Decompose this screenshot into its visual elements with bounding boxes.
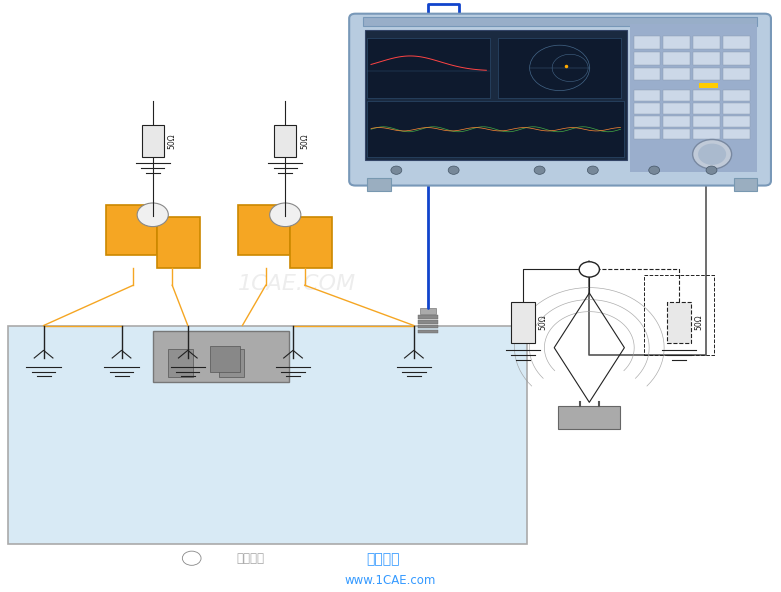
Bar (723, 67, 750, 81)
Circle shape (587, 166, 598, 174)
Bar (633, 52, 660, 65)
Bar (633, 129, 660, 140)
Bar (420, 308, 436, 314)
Bar (723, 116, 750, 127)
Text: www.1CAE.com: www.1CAE.com (345, 574, 436, 587)
Bar (290, 217, 333, 268)
Circle shape (580, 262, 600, 277)
Bar (663, 116, 690, 127)
Text: 仿真在线: 仿真在线 (366, 552, 399, 566)
Bar (693, 129, 720, 140)
Bar (210, 346, 240, 372)
Bar (558, 407, 620, 429)
Bar (367, 101, 624, 157)
Bar (629, 24, 757, 172)
Bar (157, 217, 200, 268)
Bar (693, 103, 720, 114)
Bar (367, 38, 490, 98)
Bar (663, 36, 690, 49)
Circle shape (649, 166, 660, 174)
Circle shape (137, 203, 169, 227)
Text: 50Ω: 50Ω (539, 315, 547, 330)
Bar (367, 178, 390, 191)
Bar (663, 52, 690, 65)
Circle shape (448, 166, 459, 174)
Bar (142, 125, 164, 157)
Text: 50Ω: 50Ω (300, 133, 309, 149)
Bar (633, 67, 660, 81)
Bar (219, 349, 244, 377)
Bar (667, 302, 690, 343)
Bar (512, 302, 535, 343)
Bar (274, 125, 296, 157)
Bar (723, 103, 750, 114)
Bar (633, 116, 660, 127)
Bar (633, 103, 660, 114)
Bar (418, 320, 438, 324)
Bar (633, 90, 660, 101)
Bar (153, 332, 289, 382)
Circle shape (698, 144, 726, 165)
Bar (663, 103, 690, 114)
Bar (693, 90, 720, 101)
Circle shape (706, 166, 717, 174)
Bar (418, 316, 438, 319)
Bar (723, 52, 750, 65)
Bar (663, 90, 690, 101)
Text: 50Ω: 50Ω (168, 133, 177, 149)
Circle shape (390, 166, 401, 174)
Circle shape (693, 140, 732, 169)
Text: 射频微波: 射频微波 (236, 552, 264, 565)
Circle shape (534, 166, 545, 174)
Bar (693, 52, 720, 65)
Bar (723, 36, 750, 49)
Bar (169, 349, 193, 377)
FancyBboxPatch shape (349, 14, 771, 185)
Bar (633, 36, 660, 49)
Bar (644, 275, 714, 355)
Bar (723, 129, 750, 140)
Bar (700, 83, 719, 88)
Bar (693, 36, 720, 49)
Text: 50Ω: 50Ω (694, 315, 704, 330)
Bar (733, 178, 757, 191)
Circle shape (269, 203, 301, 227)
Bar (663, 129, 690, 140)
Bar (723, 90, 750, 101)
Bar (663, 67, 690, 81)
Bar (418, 325, 438, 329)
Bar (365, 30, 626, 160)
Bar (9, 326, 527, 544)
Bar (498, 38, 621, 98)
Bar (693, 116, 720, 127)
Text: 1CAE.COM: 1CAE.COM (238, 274, 356, 294)
Bar (363, 17, 757, 25)
Bar (418, 330, 438, 333)
Bar (238, 205, 290, 255)
Bar (105, 205, 157, 255)
Bar (693, 67, 720, 81)
